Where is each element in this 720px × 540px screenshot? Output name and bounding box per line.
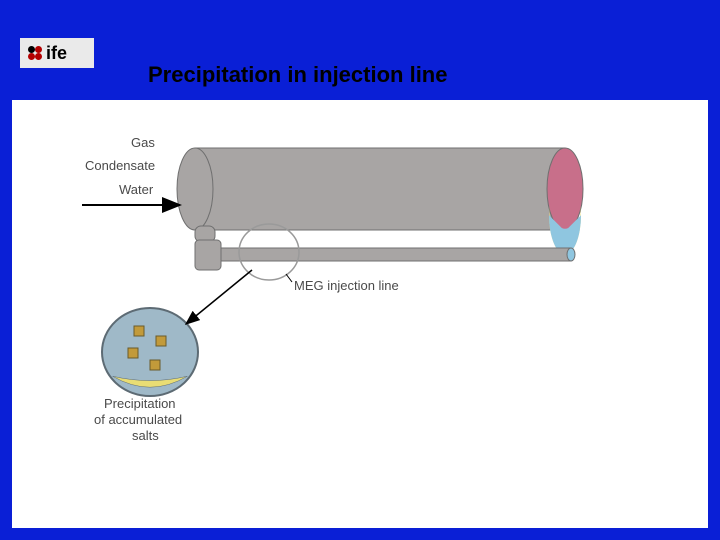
diagram-svg xyxy=(0,0,720,540)
meg-pipe xyxy=(195,226,575,270)
main-pipe xyxy=(177,148,583,254)
magnified-view xyxy=(102,308,198,396)
slide: ife Precipitation in injection line Gas … xyxy=(0,0,720,540)
